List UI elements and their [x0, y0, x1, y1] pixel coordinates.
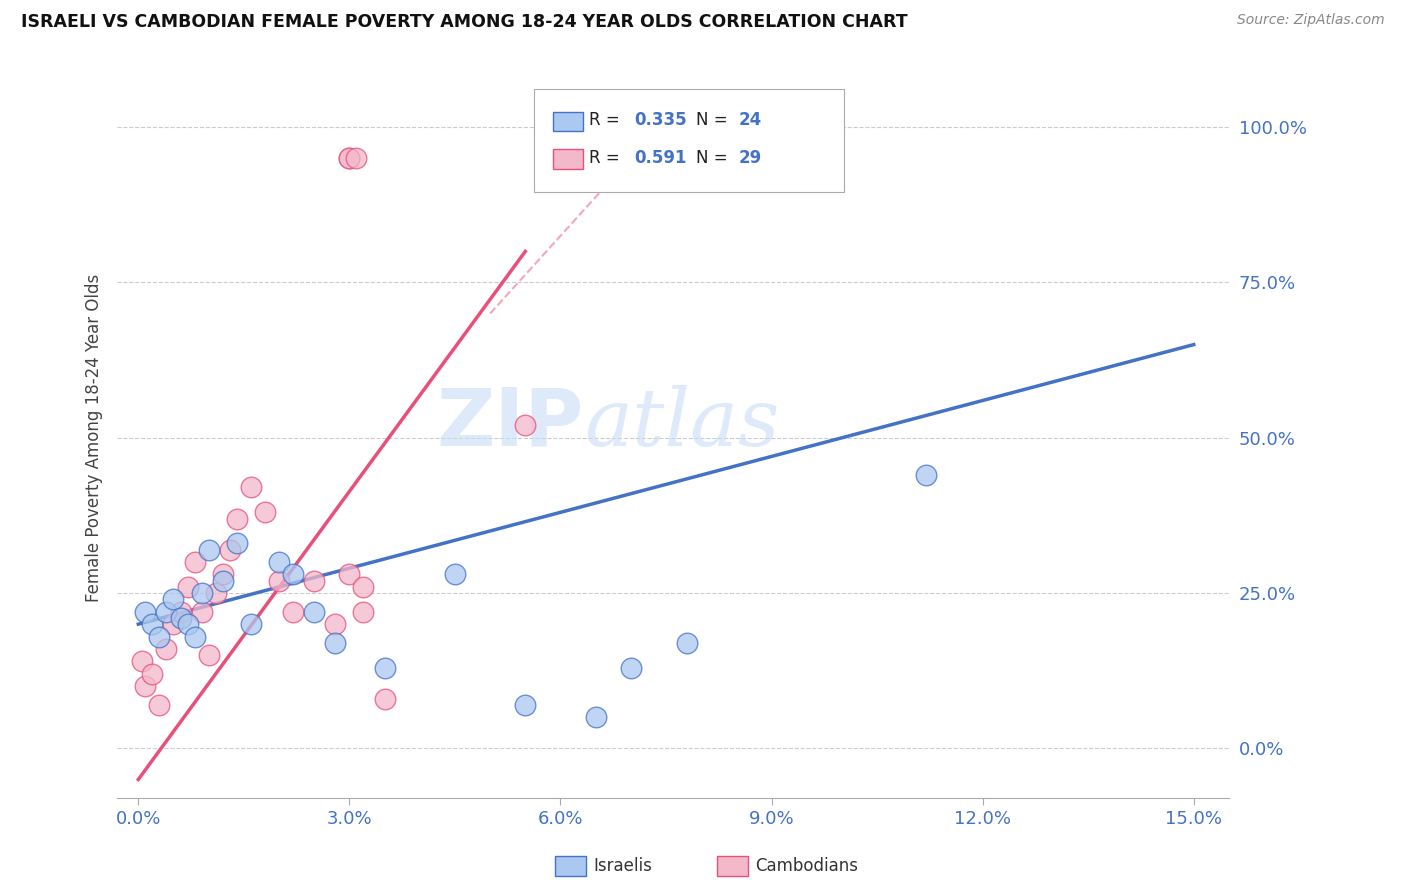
Point	[515, 698, 537, 712]
Point	[148, 698, 170, 712]
Point	[353, 580, 375, 594]
Point	[323, 617, 346, 632]
Point	[190, 586, 212, 600]
Text: N =: N =	[696, 112, 733, 129]
Text: 24: 24	[738, 112, 762, 129]
Point	[302, 574, 325, 588]
Point	[676, 636, 699, 650]
Point	[346, 151, 368, 165]
Point	[374, 661, 396, 675]
Point	[620, 661, 643, 675]
Text: Cambodians: Cambodians	[755, 857, 858, 875]
Point	[211, 574, 233, 588]
Point	[337, 567, 360, 582]
Point	[374, 691, 396, 706]
Point	[225, 511, 247, 525]
Point	[211, 567, 233, 582]
Point	[218, 542, 240, 557]
Point	[281, 567, 304, 582]
Point	[197, 648, 219, 663]
Point	[267, 574, 290, 588]
Text: R =: R =	[589, 112, 626, 129]
Point	[176, 617, 198, 632]
Point	[337, 151, 360, 165]
Text: atlas: atlas	[583, 384, 779, 462]
Point	[353, 605, 375, 619]
Text: Source: ZipAtlas.com: Source: ZipAtlas.com	[1237, 13, 1385, 28]
Point	[197, 542, 219, 557]
Point	[155, 605, 177, 619]
Point	[190, 605, 212, 619]
Text: R =: R =	[589, 149, 626, 167]
Text: ISRAELI VS CAMBODIAN FEMALE POVERTY AMONG 18-24 YEAR OLDS CORRELATION CHART: ISRAELI VS CAMBODIAN FEMALE POVERTY AMON…	[21, 13, 908, 31]
Point	[239, 481, 262, 495]
Point	[302, 605, 325, 619]
Point	[225, 536, 247, 550]
Point	[239, 617, 262, 632]
Point	[162, 592, 184, 607]
Point	[134, 679, 156, 693]
Text: 0.335: 0.335	[634, 112, 686, 129]
Point	[253, 505, 276, 519]
Text: ZIP: ZIP	[437, 384, 583, 462]
Point	[915, 468, 938, 483]
Text: N =: N =	[696, 149, 733, 167]
Point	[183, 555, 205, 569]
Point	[176, 580, 198, 594]
Point	[155, 642, 177, 657]
Text: 0.591: 0.591	[634, 149, 686, 167]
Point	[585, 710, 607, 724]
Point	[169, 605, 191, 619]
Point	[148, 630, 170, 644]
Point	[162, 617, 184, 632]
Text: Israelis: Israelis	[593, 857, 652, 875]
Y-axis label: Female Poverty Among 18-24 Year Olds: Female Poverty Among 18-24 Year Olds	[86, 274, 103, 602]
Point	[204, 586, 226, 600]
Point	[267, 555, 290, 569]
Point	[131, 655, 153, 669]
Point	[323, 636, 346, 650]
Point	[169, 611, 191, 625]
Point	[337, 151, 360, 165]
Point	[515, 418, 537, 433]
Point	[141, 666, 163, 681]
Point	[183, 630, 205, 644]
Point	[141, 617, 163, 632]
Point	[444, 567, 467, 582]
Point	[134, 605, 156, 619]
Point	[281, 605, 304, 619]
Text: 29: 29	[738, 149, 762, 167]
